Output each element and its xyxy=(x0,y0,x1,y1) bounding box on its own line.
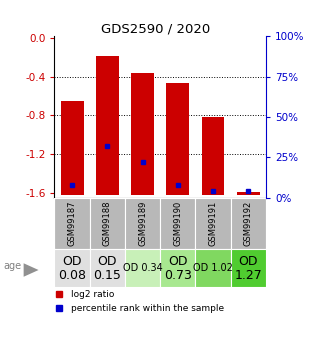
Bar xyxy=(237,192,260,195)
Text: GSM99190: GSM99190 xyxy=(173,201,182,246)
Text: log2 ratio: log2 ratio xyxy=(71,289,115,298)
Bar xyxy=(125,249,160,287)
Text: GSM99192: GSM99192 xyxy=(244,201,253,246)
Text: GSM99188: GSM99188 xyxy=(103,201,112,246)
Bar xyxy=(54,198,90,249)
Bar xyxy=(231,249,266,287)
Text: OD
0.08: OD 0.08 xyxy=(58,255,86,282)
Bar xyxy=(231,198,266,249)
Text: GDS2590 / 2020: GDS2590 / 2020 xyxy=(101,22,210,36)
Bar xyxy=(90,198,125,249)
Text: age: age xyxy=(3,261,21,271)
Text: OD 0.34: OD 0.34 xyxy=(123,263,162,273)
Bar xyxy=(195,198,231,249)
Bar xyxy=(160,198,195,249)
Bar xyxy=(166,82,189,195)
Text: GSM99191: GSM99191 xyxy=(209,201,217,246)
Text: OD
0.73: OD 0.73 xyxy=(164,255,192,282)
Polygon shape xyxy=(24,263,39,277)
Bar xyxy=(202,117,225,195)
Bar xyxy=(61,101,83,195)
Bar xyxy=(90,249,125,287)
Text: OD
1.27: OD 1.27 xyxy=(234,255,262,282)
Bar xyxy=(54,249,90,287)
Bar xyxy=(160,249,195,287)
Bar xyxy=(195,249,231,287)
Text: percentile rank within the sample: percentile rank within the sample xyxy=(71,304,225,313)
Bar xyxy=(125,198,160,249)
Text: GSM99189: GSM99189 xyxy=(138,201,147,246)
Text: GSM99187: GSM99187 xyxy=(67,201,77,246)
Text: OD 1.02: OD 1.02 xyxy=(193,263,233,273)
Bar xyxy=(131,73,154,195)
Bar xyxy=(96,56,119,195)
Text: OD
0.15: OD 0.15 xyxy=(93,255,121,282)
